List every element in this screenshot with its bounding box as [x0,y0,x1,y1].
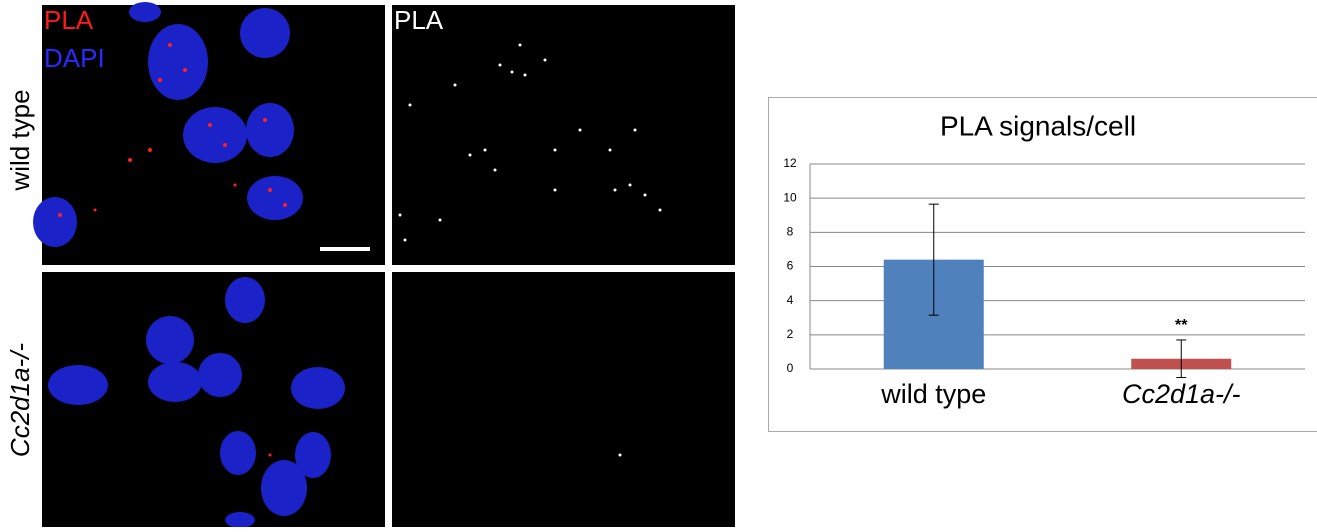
panel-label: DAPI [44,43,105,73]
page: {"panels": {"merge_labels": ["PLA", "DAP… [0,0,1317,527]
y-tick-label: 4 [787,293,794,307]
panel-label: PLA [394,5,444,35]
panel [392,272,735,527]
y-tick-label: 6 [787,259,794,273]
micrographs [33,0,735,527]
y-tick-label: 2 [787,327,794,341]
row-label: wild type [5,89,35,191]
chart-title: PLA signals/cell [940,110,1136,141]
x-tick-label: wild type [880,379,986,409]
y-tick-label: 8 [787,225,794,239]
figure: PLA DAPI PLA wild type Cc2d1a-/- PLA sig… [0,0,1317,527]
x-tick-label: Cc2d1a-/- [1122,379,1241,409]
y-tick-label: 0 [787,361,794,375]
panel-label: PLA [44,5,94,35]
panel [392,5,735,265]
row-label: Cc2d1a-/- [5,343,35,457]
y-tick-label: 10 [783,190,797,204]
significance: ** [1175,317,1188,334]
y-tick-label: 12 [783,156,797,170]
